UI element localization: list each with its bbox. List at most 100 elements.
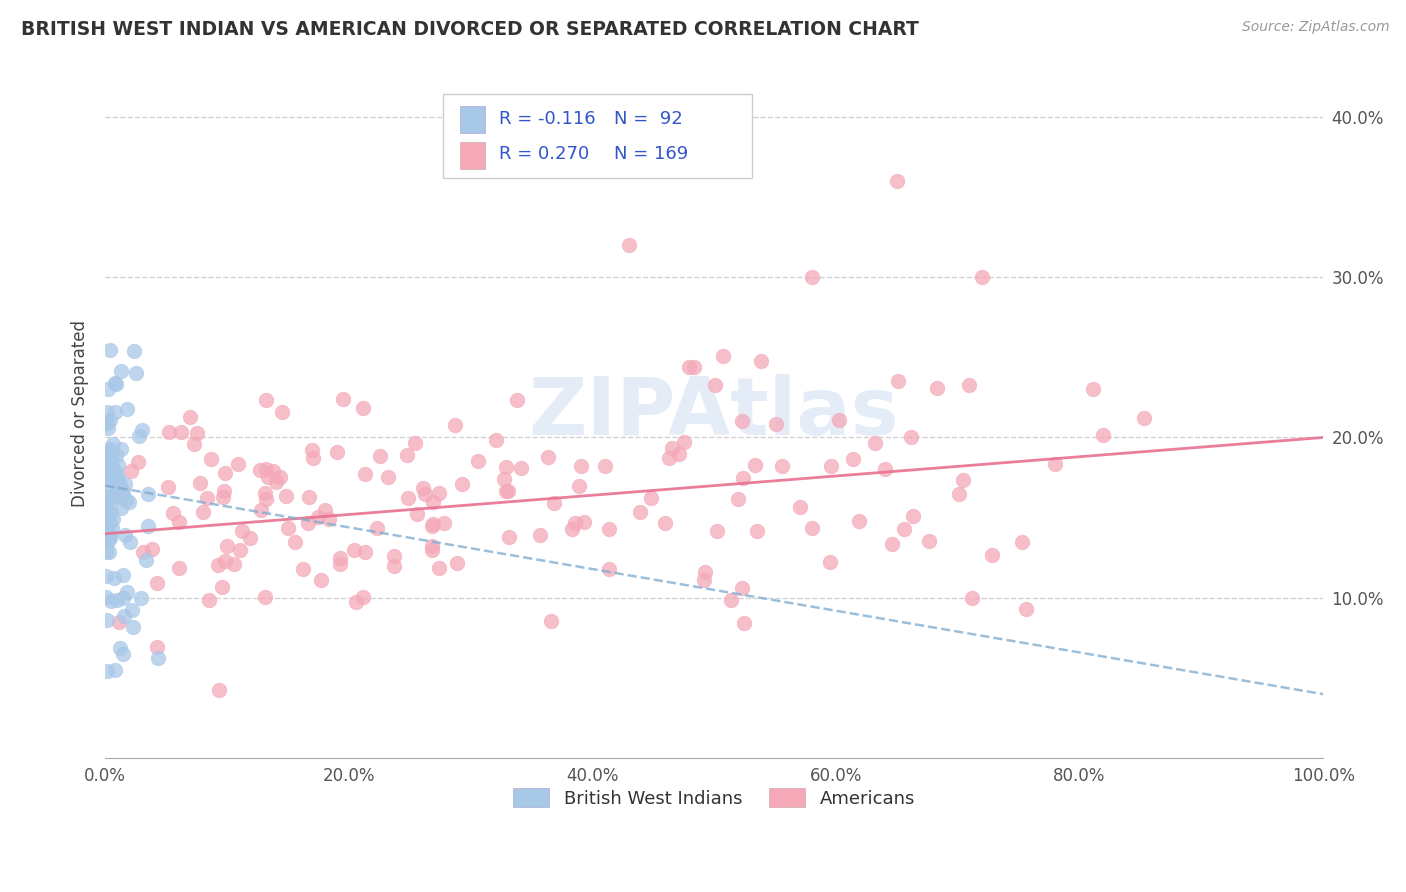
British West Indians (104, 405, 127, 419)
Americans (254, 485, 277, 500)
British West Indians (101, 489, 124, 503)
British West Indians (128, 428, 150, 442)
British West Indians (115, 585, 138, 599)
Americans (157, 425, 180, 440)
Americans (540, 614, 562, 628)
Americans (249, 503, 271, 517)
British West Indians (98, 529, 121, 543)
British West Indians (121, 619, 143, 633)
British West Indians (105, 593, 128, 607)
British West Indians (97, 533, 120, 548)
Americans (412, 481, 434, 495)
British West Indians (114, 528, 136, 542)
Americans (446, 556, 468, 570)
Americans (254, 393, 277, 408)
British West Indians (108, 476, 131, 491)
Americans (167, 515, 190, 529)
Americans (368, 449, 391, 463)
British West Indians (101, 512, 124, 526)
British West Indians (107, 472, 129, 486)
British West Indians (136, 518, 159, 533)
Americans (214, 466, 236, 480)
Americans (188, 476, 211, 491)
Americans (307, 510, 329, 524)
Americans (257, 470, 280, 484)
Americans (420, 519, 443, 533)
Americans (957, 378, 980, 392)
Text: N =  92: N = 92 (614, 110, 683, 128)
Americans (658, 451, 681, 466)
Americans (254, 492, 277, 507)
Americans (217, 539, 239, 553)
Americans (231, 524, 253, 538)
Americans (564, 516, 586, 531)
Americans (377, 470, 399, 484)
Americans (820, 458, 842, 473)
Americans (332, 392, 354, 406)
British West Indians (96, 404, 118, 418)
British West Indians (101, 521, 124, 535)
British West Indians (96, 467, 118, 481)
Americans (1015, 602, 1038, 616)
Americans (693, 565, 716, 579)
British West Indians (96, 416, 118, 430)
Americans (654, 516, 676, 530)
Text: N = 169: N = 169 (614, 145, 689, 163)
British West Indians (97, 491, 120, 506)
Americans (727, 142, 749, 156)
Americans (917, 533, 939, 548)
Americans (731, 581, 754, 595)
British West Indians (114, 476, 136, 491)
Americans (207, 558, 229, 572)
Legend: British West Indians, Americans: British West Indians, Americans (506, 781, 922, 815)
British West Indians (97, 421, 120, 435)
British West Indians (96, 489, 118, 503)
Americans (863, 436, 886, 450)
British West Indians (136, 487, 159, 501)
Americans (254, 462, 277, 476)
Americans (262, 464, 284, 478)
Americans (396, 491, 419, 505)
British West Indians (115, 401, 138, 416)
Americans (1081, 383, 1104, 397)
British West Indians (96, 531, 118, 545)
Americans (1011, 535, 1033, 549)
Americans (678, 359, 700, 374)
British West Indians (112, 486, 135, 500)
Americans (672, 434, 695, 449)
Americans (450, 477, 472, 491)
British West Indians (118, 535, 141, 549)
Americans (208, 683, 231, 698)
British West Indians (114, 493, 136, 508)
Americans (186, 426, 208, 441)
Americans (420, 543, 443, 558)
British West Indians (105, 448, 128, 462)
Americans (668, 447, 690, 461)
Americans (291, 562, 314, 576)
Americans (420, 539, 443, 553)
Americans (901, 509, 924, 524)
Americans (751, 353, 773, 368)
Americans (494, 472, 516, 486)
Americans (682, 359, 704, 374)
British West Indians (98, 544, 121, 558)
British West Indians (98, 458, 121, 472)
Americans (146, 576, 169, 591)
Americans (568, 478, 591, 492)
British West Indians (146, 650, 169, 665)
Americans (1043, 457, 1066, 471)
Americans (353, 467, 375, 481)
Americans (284, 535, 307, 549)
Americans (443, 418, 465, 433)
British West Indians (96, 590, 118, 604)
Americans (484, 433, 506, 447)
British West Indians (96, 569, 118, 583)
Americans (704, 378, 727, 392)
Americans (404, 436, 426, 450)
Americans (841, 451, 863, 466)
Americans (720, 592, 742, 607)
Americans (239, 531, 262, 545)
Americans (900, 430, 922, 444)
British West Indians (100, 593, 122, 607)
Americans (211, 580, 233, 594)
